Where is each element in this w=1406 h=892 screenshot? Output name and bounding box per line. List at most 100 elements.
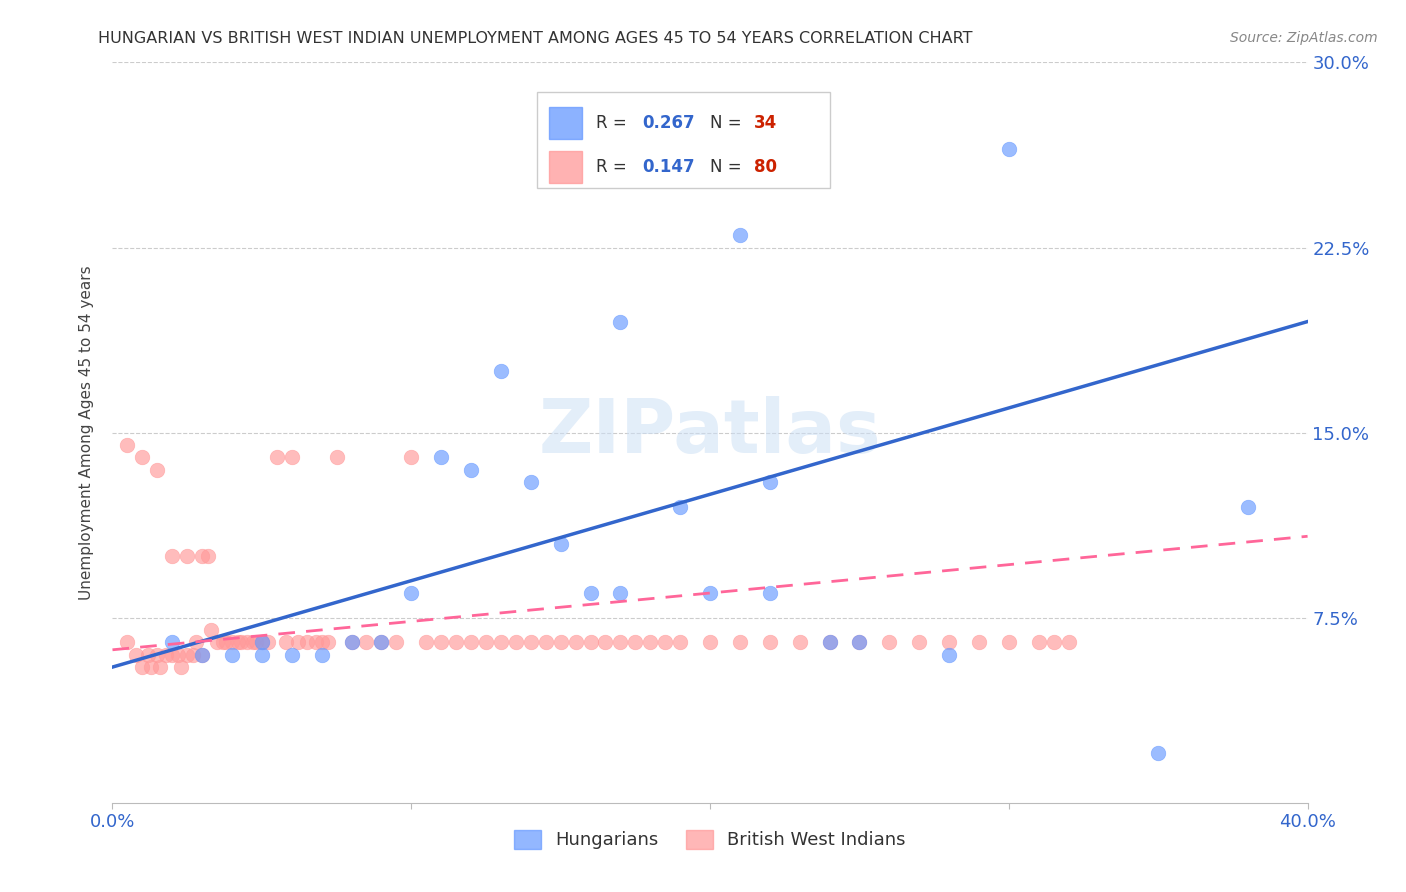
Point xyxy=(316,635,339,649)
Point xyxy=(370,635,392,649)
Point xyxy=(669,500,692,514)
Point xyxy=(401,450,423,465)
Point xyxy=(295,635,318,649)
Point xyxy=(848,635,870,649)
Point xyxy=(117,438,139,452)
Text: Source: ZipAtlas.com: Source: ZipAtlas.com xyxy=(1230,31,1378,45)
Point xyxy=(609,314,631,328)
Point xyxy=(609,635,631,649)
Point xyxy=(489,635,512,649)
Point xyxy=(460,462,482,476)
Point xyxy=(205,635,228,649)
Point xyxy=(226,635,249,649)
Point xyxy=(640,635,662,649)
Point xyxy=(212,635,235,649)
Point xyxy=(311,635,333,649)
Point xyxy=(728,228,751,243)
Point xyxy=(475,635,498,649)
Point xyxy=(236,635,259,649)
Point xyxy=(624,635,647,649)
Point xyxy=(162,648,183,662)
Point xyxy=(818,635,841,649)
Point xyxy=(155,648,177,662)
Point xyxy=(505,635,527,649)
FancyBboxPatch shape xyxy=(537,92,830,188)
Point xyxy=(221,648,243,662)
Point xyxy=(170,660,193,674)
Point xyxy=(579,586,602,600)
Point xyxy=(176,648,198,662)
Point xyxy=(191,549,214,563)
Y-axis label: Unemployment Among Ages 45 to 54 years: Unemployment Among Ages 45 to 54 years xyxy=(79,265,94,600)
Point xyxy=(759,586,782,600)
Point xyxy=(1028,635,1050,649)
Point xyxy=(131,660,153,674)
Point xyxy=(221,635,243,649)
Point xyxy=(848,635,870,649)
Point xyxy=(1147,747,1170,761)
Point xyxy=(430,450,453,465)
Point xyxy=(385,635,408,649)
Point xyxy=(609,586,631,600)
Text: 34: 34 xyxy=(754,114,778,132)
Point xyxy=(669,635,692,649)
Text: R =: R = xyxy=(596,158,633,176)
Point xyxy=(579,635,602,649)
Point xyxy=(162,549,183,563)
Point xyxy=(245,635,267,649)
Point xyxy=(550,536,572,550)
Point xyxy=(401,586,423,600)
Point xyxy=(250,635,273,649)
Point xyxy=(242,635,264,649)
Point xyxy=(146,648,169,662)
Point xyxy=(176,549,198,563)
Text: 0.267: 0.267 xyxy=(643,114,695,132)
Point xyxy=(460,635,482,649)
Point xyxy=(340,635,363,649)
Point xyxy=(257,635,280,649)
Point xyxy=(1057,635,1080,649)
Point xyxy=(938,635,960,649)
Point xyxy=(229,635,252,649)
Point xyxy=(138,648,160,662)
Point xyxy=(415,635,437,649)
Text: 80: 80 xyxy=(754,158,778,176)
Point xyxy=(149,660,172,674)
Point xyxy=(520,635,543,649)
Point xyxy=(595,635,617,649)
Point xyxy=(191,648,214,662)
Point xyxy=(281,450,304,465)
Point xyxy=(281,648,304,662)
Point xyxy=(699,635,721,649)
Point xyxy=(430,635,453,649)
Point xyxy=(818,635,841,649)
Point xyxy=(274,635,297,649)
Point xyxy=(200,623,222,637)
Point xyxy=(250,648,273,662)
FancyBboxPatch shape xyxy=(548,151,582,184)
Point xyxy=(1042,635,1064,649)
Point xyxy=(444,635,467,649)
Point xyxy=(759,635,782,649)
Point xyxy=(520,475,543,489)
Point xyxy=(250,635,273,649)
Legend: Hungarians, British West Indians: Hungarians, British West Indians xyxy=(508,823,912,856)
Point xyxy=(325,450,347,465)
Text: N =: N = xyxy=(710,158,747,176)
Point xyxy=(370,635,392,649)
Point xyxy=(125,648,148,662)
Point xyxy=(789,635,811,649)
Point xyxy=(699,586,721,600)
Point xyxy=(167,648,190,662)
Point xyxy=(340,635,363,649)
Point xyxy=(938,648,960,662)
Point xyxy=(141,660,163,674)
Point xyxy=(967,635,990,649)
Point xyxy=(311,648,333,662)
Point xyxy=(908,635,931,649)
Point xyxy=(1237,500,1260,514)
Point xyxy=(162,635,183,649)
Point xyxy=(117,635,139,649)
Point xyxy=(305,635,328,649)
Point xyxy=(550,635,572,649)
